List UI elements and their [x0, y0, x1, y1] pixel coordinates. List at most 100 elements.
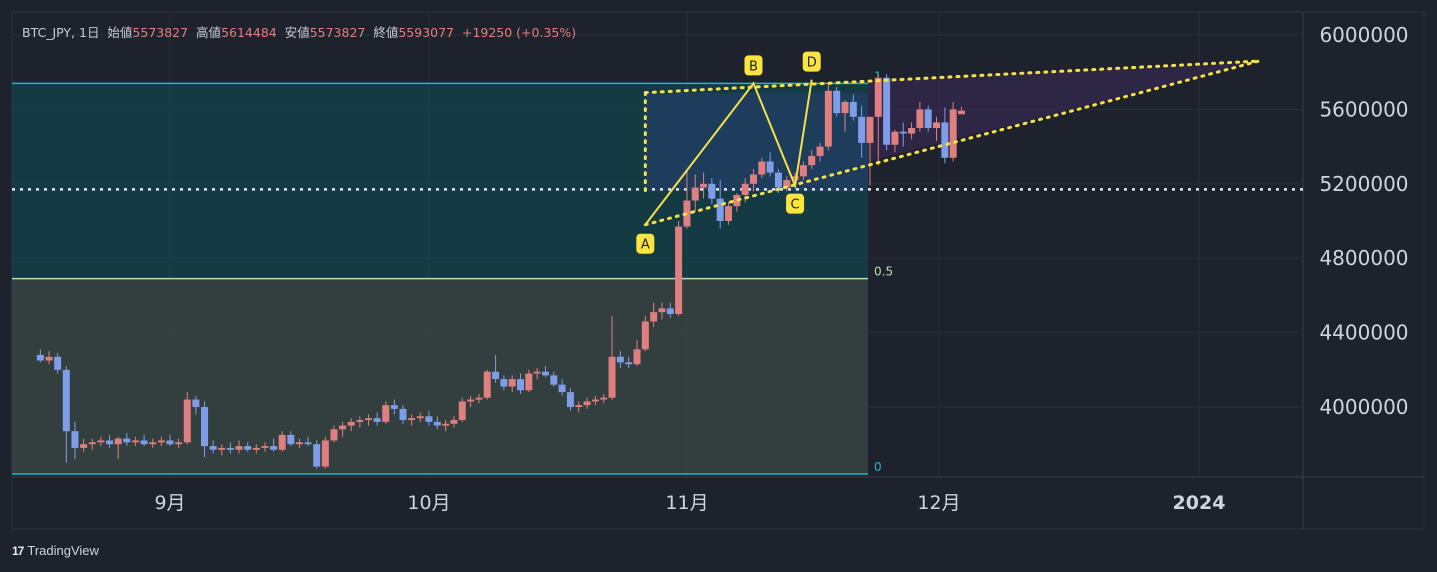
price-tick-label: 5600000 — [1319, 97, 1408, 121]
candle-body — [883, 77, 891, 145]
candle-body — [157, 440, 165, 443]
candle-body — [791, 176, 799, 181]
candle-body — [45, 356, 53, 361]
pattern-point-badge — [786, 193, 805, 214]
candle-body — [218, 447, 226, 450]
candle-body — [373, 418, 381, 422]
wedge-upper-trendline — [643, 59, 1261, 95]
candle-body — [808, 155, 816, 166]
candle-body — [891, 131, 899, 145]
fib-label: 0 — [874, 460, 882, 474]
candle-body — [783, 180, 791, 188]
candle-body — [123, 438, 131, 443]
price-tick-label: 5200000 — [1319, 172, 1408, 196]
candle-body — [774, 172, 782, 188]
candle-body — [741, 183, 749, 195]
candle-body — [226, 447, 234, 450]
candle-body — [691, 187, 699, 201]
brand-name: TradingView — [27, 543, 99, 558]
tradingview-brand[interactable]: 17 TradingView — [12, 543, 99, 558]
candle-body — [166, 440, 174, 445]
high-label: 高値 — [196, 25, 222, 40]
candle-body — [641, 321, 649, 350]
fib-label: 0.5 — [874, 265, 893, 279]
candle-body — [408, 418, 416, 421]
candle-body — [541, 371, 549, 376]
tradingview-logo-icon: 17 — [12, 543, 24, 558]
candle-body — [608, 356, 616, 398]
time-tick-label: 9月 — [154, 492, 185, 514]
candle-body — [908, 128, 916, 134]
price-tick-label: 4000000 — [1319, 395, 1408, 419]
pattern-point-badge — [636, 233, 655, 254]
wedge-lower-trendline — [643, 59, 1261, 227]
candle-body — [270, 446, 278, 450]
candle-body — [339, 425, 347, 430]
price-tick-label: 6000000 — [1319, 23, 1408, 47]
candle-body — [558, 384, 566, 393]
candle-body — [114, 438, 122, 445]
candle-body — [866, 116, 874, 143]
pattern-point-label: A — [641, 238, 650, 253]
time-tick-label: 10月 — [407, 492, 450, 514]
candle-body — [616, 356, 624, 363]
candle-body — [492, 371, 500, 380]
candle-body — [467, 399, 475, 402]
candle-body — [97, 440, 105, 443]
candle-body — [833, 90, 841, 114]
candle-body — [749, 174, 757, 184]
ohlc-legend: BTC_JPY, 1日 始値5573827 高値5614484 安値557382… — [22, 22, 576, 41]
candle-body — [483, 371, 491, 398]
candle-body — [131, 440, 139, 443]
candle-body — [458, 401, 466, 421]
candle-body — [71, 431, 79, 448]
candle-body — [149, 442, 157, 445]
candle-body — [658, 308, 666, 313]
candle-body — [295, 442, 303, 445]
candle-body — [700, 183, 708, 188]
candle-body — [475, 397, 483, 400]
candle-body — [675, 226, 683, 314]
candle-body — [54, 356, 62, 370]
candle-body — [382, 405, 390, 422]
candle-body — [916, 109, 924, 128]
close-value: 5593077 — [398, 25, 455, 40]
candle-body — [287, 434, 295, 445]
candle-body — [508, 379, 516, 387]
pattern-point-label: B — [749, 59, 758, 74]
candle-body — [313, 444, 321, 467]
candle-body — [525, 373, 533, 391]
candle-body — [816, 146, 824, 156]
candle-body — [36, 354, 44, 361]
candle-body — [209, 446, 217, 450]
candle-body — [252, 447, 260, 450]
candle-body — [949, 109, 957, 158]
time-tick-label: 11月 — [665, 492, 708, 514]
candle-body — [364, 418, 372, 421]
high-value: 5614484 — [221, 25, 277, 40]
candle-body — [899, 131, 907, 134]
candle-body — [425, 416, 433, 422]
candle-body — [399, 408, 407, 421]
candle-body — [716, 198, 724, 221]
low-value: 5573827 — [309, 25, 366, 40]
candle-body — [725, 206, 733, 221]
candle-body — [106, 440, 114, 445]
candle-body — [330, 429, 338, 441]
candle-body — [442, 423, 450, 426]
candle-body — [957, 110, 965, 115]
candle-body — [175, 442, 183, 445]
candle-body — [583, 401, 591, 406]
time-tick-label: 2024 — [1173, 492, 1226, 514]
candle-body — [500, 379, 508, 387]
price-tick-label: 4400000 — [1319, 321, 1408, 345]
candle-body — [650, 312, 658, 322]
abcd-pattern-lines — [644, 79, 813, 226]
candle-body — [62, 369, 70, 432]
open-label: 始値 — [107, 25, 133, 40]
time-tick-label: 12月 — [917, 492, 960, 514]
low-label: 安値 — [284, 25, 310, 40]
candle-body — [201, 407, 209, 447]
